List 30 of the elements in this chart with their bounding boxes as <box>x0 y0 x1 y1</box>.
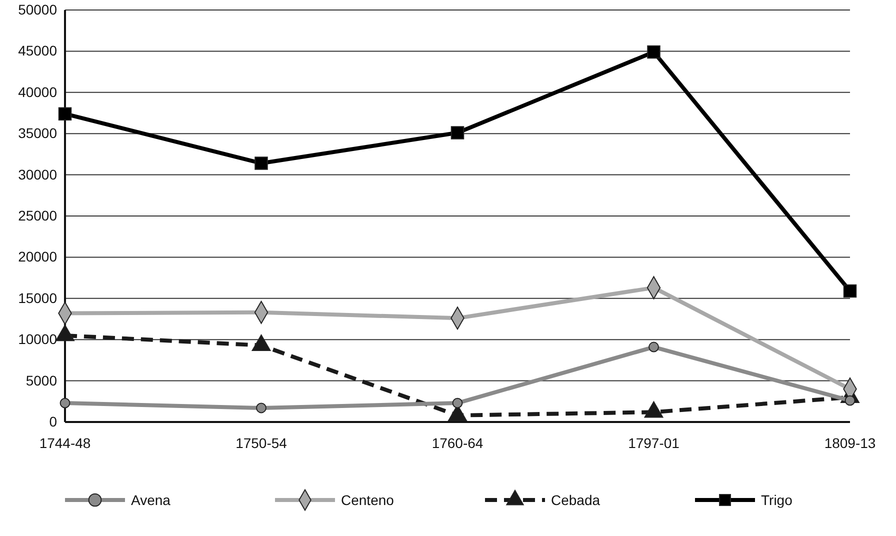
point <box>450 126 464 140</box>
point <box>452 398 463 408</box>
point <box>647 45 660 59</box>
y-tick-label: 10000 <box>18 331 58 348</box>
y-tick-label: 0 <box>49 413 58 430</box>
y-tick-label: 25000 <box>18 207 58 224</box>
y-tick-label: 20000 <box>18 248 58 265</box>
y-tick-label: 40000 <box>18 84 58 100</box>
legend-label: Avena <box>131 492 171 508</box>
y-tick-label: 5000 <box>26 372 58 388</box>
x-tick-label: 1744-48 <box>39 434 91 451</box>
point <box>256 402 266 414</box>
point <box>844 395 856 406</box>
point <box>58 107 72 120</box>
x-tick-label: 1760-64 <box>432 434 484 451</box>
y-tick-label: 50000 <box>18 1 58 18</box>
point <box>843 284 857 298</box>
legend-label: Centeno <box>341 492 394 508</box>
x-tick-label: 1809-13 <box>824 434 876 451</box>
legend-label: Cebada <box>551 492 600 508</box>
point <box>648 342 659 352</box>
y-tick-label: 45000 <box>18 42 58 59</box>
point <box>60 398 70 408</box>
y-tick-label: 15000 <box>18 290 58 306</box>
x-tick-label: 1750-54 <box>236 434 288 451</box>
y-tick-label: 30000 <box>18 166 58 182</box>
legend-label: Trigo <box>761 492 793 508</box>
y-tick-label: 35000 <box>18 125 58 142</box>
point <box>254 156 268 170</box>
x-tick-label: 1797-01 <box>628 434 680 451</box>
